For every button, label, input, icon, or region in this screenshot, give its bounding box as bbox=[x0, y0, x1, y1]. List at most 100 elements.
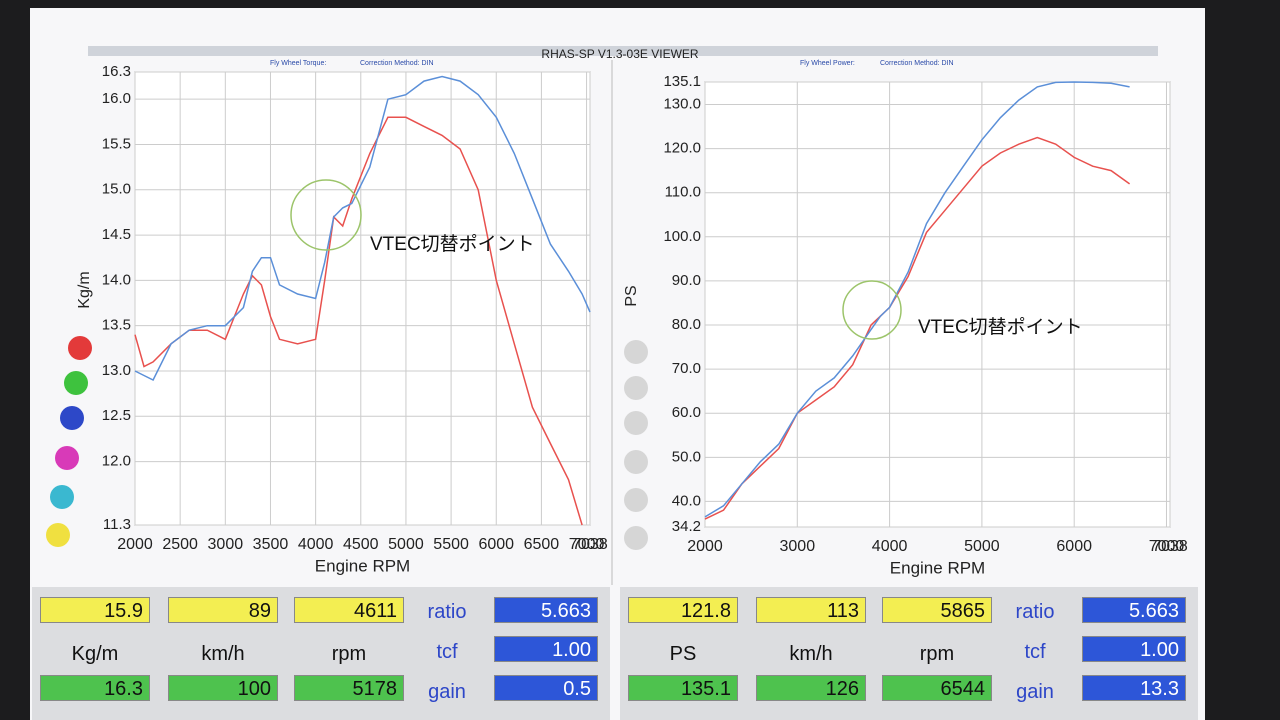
subtitle: Fly Wheel Power: bbox=[800, 60, 855, 67]
param-value: 0.5 bbox=[494, 675, 598, 701]
x-tick-label: 4500 bbox=[343, 536, 379, 553]
title-bar bbox=[88, 46, 1158, 56]
x-tick-label: 6000 bbox=[1056, 538, 1092, 555]
y-tick-label: 130.0 bbox=[663, 95, 701, 112]
current-value: 5865 bbox=[882, 597, 992, 623]
x-axis-label: Engine RPM bbox=[890, 558, 985, 577]
y-tick-label: 12.0 bbox=[102, 453, 131, 470]
x-tick-label: 2000 bbox=[117, 536, 153, 553]
y-tick-label: 16.3 bbox=[102, 63, 131, 80]
y-tick-label: 60.0 bbox=[672, 404, 701, 421]
correction-method: Correction Method: DIN bbox=[880, 60, 954, 67]
x-tick-label: 7038 bbox=[572, 536, 608, 553]
peak-value: 6544 bbox=[882, 675, 992, 701]
y-axis-label: Kg/m bbox=[76, 271, 93, 308]
y-tick-label: 110.0 bbox=[665, 184, 701, 201]
y-tick-label: 90.0 bbox=[672, 272, 701, 289]
param-value: 1.00 bbox=[494, 636, 598, 662]
annotation: VTEC切替ポイント bbox=[370, 233, 535, 255]
y-tick-label: 14.0 bbox=[102, 271, 131, 288]
x-tick-label: 3500 bbox=[253, 536, 289, 553]
x-tick-label: 7000 bbox=[569, 536, 605, 553]
peak-value: 5178 bbox=[294, 675, 404, 701]
param-value: 5.663 bbox=[1082, 597, 1186, 623]
legend-dot bbox=[624, 340, 648, 364]
legend-dot bbox=[68, 336, 92, 360]
y-tick-label: 40.0 bbox=[672, 492, 701, 509]
series-line bbox=[134, 75, 591, 382]
annotation: VTEC切替ポイント bbox=[918, 316, 1083, 338]
x-tick-label: 3000 bbox=[780, 538, 816, 555]
y-tick-label: 12.5 bbox=[102, 407, 131, 424]
x-tick-label: 7038 bbox=[1152, 538, 1188, 555]
y-tick-label: 15.5 bbox=[102, 135, 131, 152]
correction-method: Correction Method: DIN bbox=[360, 60, 434, 67]
y-tick-label: 16.0 bbox=[102, 90, 131, 107]
x-tick-label: 2000 bbox=[687, 538, 723, 555]
unit-label: rpm bbox=[919, 643, 955, 665]
unit-label: Kg/m bbox=[71, 643, 119, 665]
param-value: 5.663 bbox=[494, 597, 598, 623]
y-tick-label: 70.0 bbox=[672, 360, 701, 377]
x-tick-label: 2500 bbox=[162, 536, 198, 553]
y-tick-label: 120.0 bbox=[663, 140, 701, 157]
x-tick-label: 5000 bbox=[388, 536, 424, 553]
legend-dot bbox=[50, 485, 74, 509]
current-value: 15.9 bbox=[40, 597, 150, 623]
vtec-circle bbox=[290, 179, 362, 251]
param-value: 1.00 bbox=[1082, 636, 1186, 662]
param-value: 13.3 bbox=[1082, 675, 1186, 701]
param-label: tcf bbox=[1024, 641, 1046, 663]
y-tick-label: 13.0 bbox=[102, 362, 131, 379]
legend-dot bbox=[624, 488, 648, 512]
x-tick-label: 6500 bbox=[524, 536, 560, 553]
y-tick-label: 15.0 bbox=[102, 181, 131, 198]
legend-dot bbox=[46, 523, 70, 547]
legend-dot bbox=[55, 446, 79, 470]
readout-panel: 15.9 89 4611 Kg/m km/h rpm 16.3 100 5178 ratio 5.6… bbox=[32, 587, 610, 720]
x-tick-label: 4000 bbox=[298, 536, 334, 553]
param-label: ratio bbox=[427, 601, 467, 623]
y-tick-label: 80.0 bbox=[672, 316, 701, 333]
peak-value: 16.3 bbox=[40, 675, 150, 701]
series-line bbox=[704, 136, 1131, 520]
x-tick-label: 6000 bbox=[478, 536, 514, 553]
unit-label: PS bbox=[669, 643, 697, 665]
param-label: gain bbox=[428, 681, 466, 703]
y-tick-label: 14.5 bbox=[102, 226, 131, 243]
unit-label: rpm bbox=[331, 643, 367, 665]
current-value: 121.8 bbox=[628, 597, 738, 623]
x-tick-label: 5500 bbox=[433, 536, 469, 553]
current-value: 89 bbox=[168, 597, 278, 623]
peak-value: 135.1 bbox=[628, 675, 738, 701]
plot-area bbox=[134, 71, 591, 526]
y-tick-label: 50.0 bbox=[672, 448, 701, 465]
y-tick-label: 34.2 bbox=[672, 518, 701, 535]
legend-dot bbox=[624, 411, 648, 435]
x-tick-label: 4000 bbox=[872, 538, 908, 555]
series-line bbox=[704, 81, 1130, 518]
y-tick-label: 13.5 bbox=[102, 317, 131, 334]
plot-area bbox=[704, 81, 1171, 528]
x-tick-label: 5000 bbox=[964, 538, 1000, 555]
param-label: gain bbox=[1016, 681, 1054, 703]
legend-dot bbox=[624, 450, 648, 474]
current-value: 4611 bbox=[294, 597, 404, 623]
x-tick-label: 3000 bbox=[208, 536, 244, 553]
unit-label: km/h bbox=[789, 643, 833, 665]
param-label: ratio bbox=[1015, 601, 1055, 623]
peak-value: 126 bbox=[756, 675, 866, 701]
legend-dot bbox=[64, 371, 88, 395]
y-tick-label: 100.0 bbox=[663, 228, 701, 245]
unit-label: km/h bbox=[201, 643, 245, 665]
legend-dot bbox=[624, 376, 648, 400]
y-tick-label: 135.1 bbox=[663, 73, 701, 90]
legend-dot bbox=[60, 406, 84, 430]
legend-dots bbox=[46, 336, 648, 550]
subtitle: Fly Wheel Torque: bbox=[270, 60, 326, 67]
chart-title: RHAS-SP V1.3-03E VIEWER bbox=[541, 47, 699, 61]
param-label: tcf bbox=[436, 641, 458, 663]
vtec-circle bbox=[842, 280, 902, 340]
